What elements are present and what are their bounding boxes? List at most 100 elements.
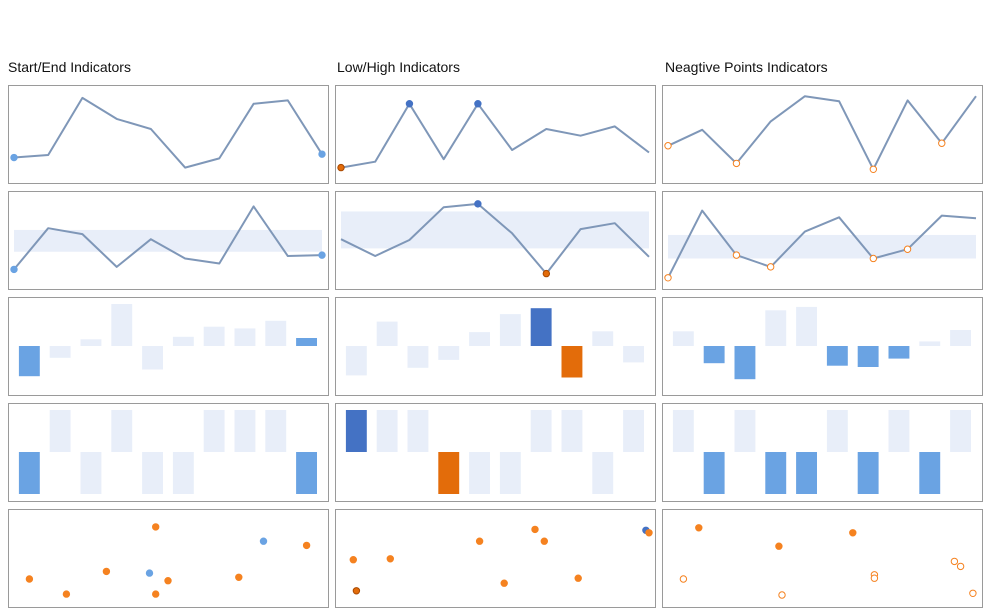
chart-2-2-bar-8: [919, 341, 941, 346]
chart-0-4-point-6: [152, 590, 160, 598]
chart-1-3-bar-6: [530, 410, 552, 452]
chart-1-4-point-0: [349, 556, 357, 564]
chart-0-4-point-3: [145, 569, 154, 577]
chart-1-4-point-6: [574, 574, 582, 582]
chart-0-4-point-8: [259, 537, 268, 545]
chart-2-4-point-1: [775, 542, 783, 550]
chart-0-4-point-7: [235, 573, 243, 581]
chart-0-3-bar-3: [111, 410, 133, 452]
chart-1-4-point-4: [540, 537, 548, 545]
chart-2-2-bar-1: [703, 346, 725, 364]
chart-0-1-marker-start-0: [10, 265, 18, 274]
chart-0-4-point-0: [25, 575, 34, 583]
chart-1-3-bar-9: [623, 410, 644, 452]
chart-0-4-point-9: [302, 541, 311, 550]
chart-2-3-bar-7: [888, 410, 910, 452]
chart-2-3-bar-5: [826, 410, 848, 452]
chart-2-2-bar-4: [796, 306, 817, 346]
column-title-start-end: Start/End Indicators: [8, 59, 131, 75]
chart-1-4-point-8: [645, 529, 653, 537]
chart-1-2-bar-9: [623, 346, 644, 363]
chart-0-2-bar-4: [142, 346, 163, 370]
chart-2-1-marker-negative-3: [766, 263, 775, 271]
chart-2-2-bar-3: [765, 310, 787, 346]
chart-0-2-bar-1: [49, 346, 71, 358]
column-title-negative-points: Neagtive Points Indicators: [665, 59, 828, 75]
chart-2-0-marker-negative-6: [869, 165, 878, 173]
chart-2-1-marker-negative-2: [732, 251, 741, 259]
chart-2-3-bar-3: [765, 452, 787, 494]
chart-2-3-bar-9: [950, 410, 971, 452]
chart-2-4-point-6: [870, 574, 879, 582]
chart-0-3-bar-6: [203, 410, 225, 452]
chart-0-2-bar-8: [265, 320, 287, 346]
chart-1-4-point-3: [531, 525, 539, 534]
chart-2-1-marker-negative-6: [869, 254, 878, 263]
chart-2-1-normal-band: [668, 234, 976, 259]
chart-1-2-bar-4: [469, 332, 490, 346]
chart-2-0-marker-negative-0: [664, 142, 672, 150]
chart-2-4-point-8: [956, 562, 965, 571]
chart-2-4-point-4: [778, 591, 786, 599]
chart-0-2-bar-6: [203, 326, 225, 346]
chart-2-3-bar-4: [796, 452, 817, 494]
chart-2-2-bar-9: [950, 330, 971, 346]
chart-1-2-bar-0: [345, 346, 367, 376]
chart-1-1-marker-low-6: [542, 269, 551, 278]
chart-1-2-bar-7: [561, 346, 583, 378]
chart-2-2-bar-0: [672, 331, 694, 346]
chart-1-4-frame: [335, 509, 656, 608]
chart-1-3-bar-2: [407, 410, 429, 452]
chart-2-3-bar-6: [857, 452, 879, 494]
chart-1-0-series-line: [340, 102, 650, 169]
chart-2-0-series-line: [667, 95, 977, 171]
chart-1-1-normal-band: [341, 211, 649, 249]
chart-1-4-point-2: [475, 537, 484, 545]
chart-1-4-point-1: [386, 555, 394, 563]
chart-1-3-bar-4: [469, 452, 490, 494]
chart-0-2-bar-5: [172, 336, 194, 346]
chart-1-0-marker-high-4: [474, 100, 482, 108]
chart-2-4-frame: [662, 509, 983, 608]
chart-0-0-marker-end-9: [318, 150, 326, 158]
chart-1-3-bar-3: [438, 452, 460, 494]
chart-1-3-bar-7: [561, 410, 583, 452]
chart-1-3-bar-8: [592, 452, 614, 494]
chart-0-3-bar-1: [49, 410, 71, 452]
chart-2-2-bar-6: [857, 346, 879, 367]
chart-1-2-bar-8: [592, 331, 614, 346]
chart-2-3-bar-1: [703, 452, 725, 494]
chart-0-2-bar-0: [18, 346, 40, 377]
chart-1-3-bar-0: [345, 410, 367, 452]
chart-0-3-bar-8: [265, 410, 287, 452]
chart-2-0-marker-negative-2: [732, 159, 741, 168]
chart-1-2-bar-6: [530, 308, 552, 346]
chart-1-0-marker-low-0: [337, 163, 345, 172]
chart-1-3-bar-1: [376, 410, 398, 452]
chart-0-3-bar-4: [142, 452, 163, 494]
chart-0-3-bar-0: [18, 452, 40, 494]
chart-2-2-bar-5: [826, 346, 848, 366]
chart-0-4-point-4: [152, 523, 160, 531]
chart-1-1-series-line: [340, 202, 650, 275]
chart-2-3-bar-2: [734, 410, 756, 452]
chart-2-0-frame: [662, 85, 983, 184]
chart-0-1-normal-band: [14, 229, 322, 252]
chart-1-2-bar-1: [376, 321, 398, 346]
chart-1-2-bar-5: [499, 314, 521, 346]
chart-2-3-bar-8: [919, 452, 941, 494]
chart-2-4-point-7: [950, 557, 959, 566]
chart-0-2-bar-9: [296, 338, 317, 346]
chart-2-1-marker-negative-0: [664, 274, 672, 282]
chart-0-0-series-line: [13, 96, 323, 169]
chart-2-2-bar-2: [734, 346, 756, 380]
chart-2-1-marker-negative-7: [903, 245, 912, 253]
chart-0-1-series-line: [13, 205, 323, 271]
chart-1-4-point-5: [500, 579, 508, 587]
chart-0-1-marker-end-9: [318, 251, 326, 259]
chart-2-4-point-0: [695, 524, 703, 532]
chart-0-3-bar-5: [172, 452, 194, 494]
chart-2-3-bar-0: [672, 410, 694, 452]
chart-0-4-point-2: [102, 567, 111, 576]
chart-1-0-marker-high-2: [405, 100, 414, 108]
